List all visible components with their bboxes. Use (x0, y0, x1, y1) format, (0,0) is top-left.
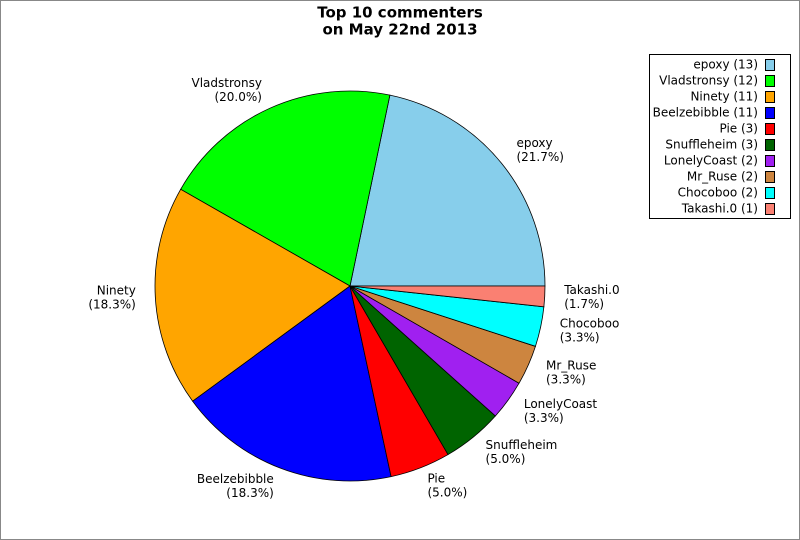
legend-swatch (765, 123, 775, 135)
legend-label: LonelyCoast (2) (664, 154, 758, 168)
legend-label: Takashi.0 (1) (681, 202, 758, 216)
pie-slice (154, 188, 351, 402)
slice-label: Beelzebibble (197, 472, 274, 486)
pie-slice (349, 94, 546, 287)
legend-swatch (765, 187, 775, 199)
slice-value-label: (3.3%) (524, 411, 564, 425)
slice-value-label: (20.0%) (214, 90, 261, 104)
slice-value-label: (18.3%) (88, 298, 135, 312)
slice-value-label: (3.3%) (546, 373, 586, 387)
slice-label: LonelyCoast (524, 397, 598, 411)
legend-label: Pie (3) (719, 122, 758, 136)
slice-label: Chocoboo (560, 316, 620, 330)
legend-swatch (765, 139, 775, 151)
slice-label: epoxy (516, 136, 552, 150)
slice-label: Vladstronsy (192, 76, 262, 90)
slice-label: Mr_Ruse (546, 359, 596, 373)
slice-label: Snuffleheim (486, 438, 558, 452)
chart-subtitle: on May 22nd 2013 (322, 21, 477, 39)
pie-slice (180, 90, 391, 287)
legend-swatch (765, 203, 775, 215)
slice-value-label: (3.3%) (560, 330, 600, 344)
slice-value-label: (18.3%) (226, 486, 273, 500)
slice-label: Pie (427, 472, 445, 486)
pie-slice (349, 285, 546, 308)
legend-label: Beelzebibble (11) (653, 106, 758, 120)
legend-swatch (765, 171, 775, 183)
chart-title: Top 10 commenters (317, 4, 483, 22)
legend-swatch (765, 107, 775, 119)
legend-label: epoxy (13) (693, 58, 758, 72)
pie-slice (192, 285, 392, 482)
legend-swatch (765, 75, 775, 87)
legend-label: Chocoboo (2) (678, 186, 758, 200)
slice-value-label: (5.0%) (486, 452, 526, 466)
slice-value-label: (21.7%) (516, 150, 563, 164)
legend-swatch (765, 59, 775, 71)
legend-swatch (765, 155, 775, 167)
slice-label: Ninety (97, 284, 136, 298)
slice-value-label: (5.0%) (427, 486, 467, 500)
slice-label: Takashi.0 (563, 283, 619, 297)
slice-value-label: (1.7%) (564, 297, 604, 311)
legend-label: Ninety (11) (690, 90, 758, 104)
legend-label: Snuffleheim (3) (665, 138, 758, 152)
legend-swatch (765, 91, 775, 103)
legend-label: Mr_Ruse (2) (687, 170, 758, 184)
legend-label: Vladstronsy (12) (659, 74, 758, 88)
